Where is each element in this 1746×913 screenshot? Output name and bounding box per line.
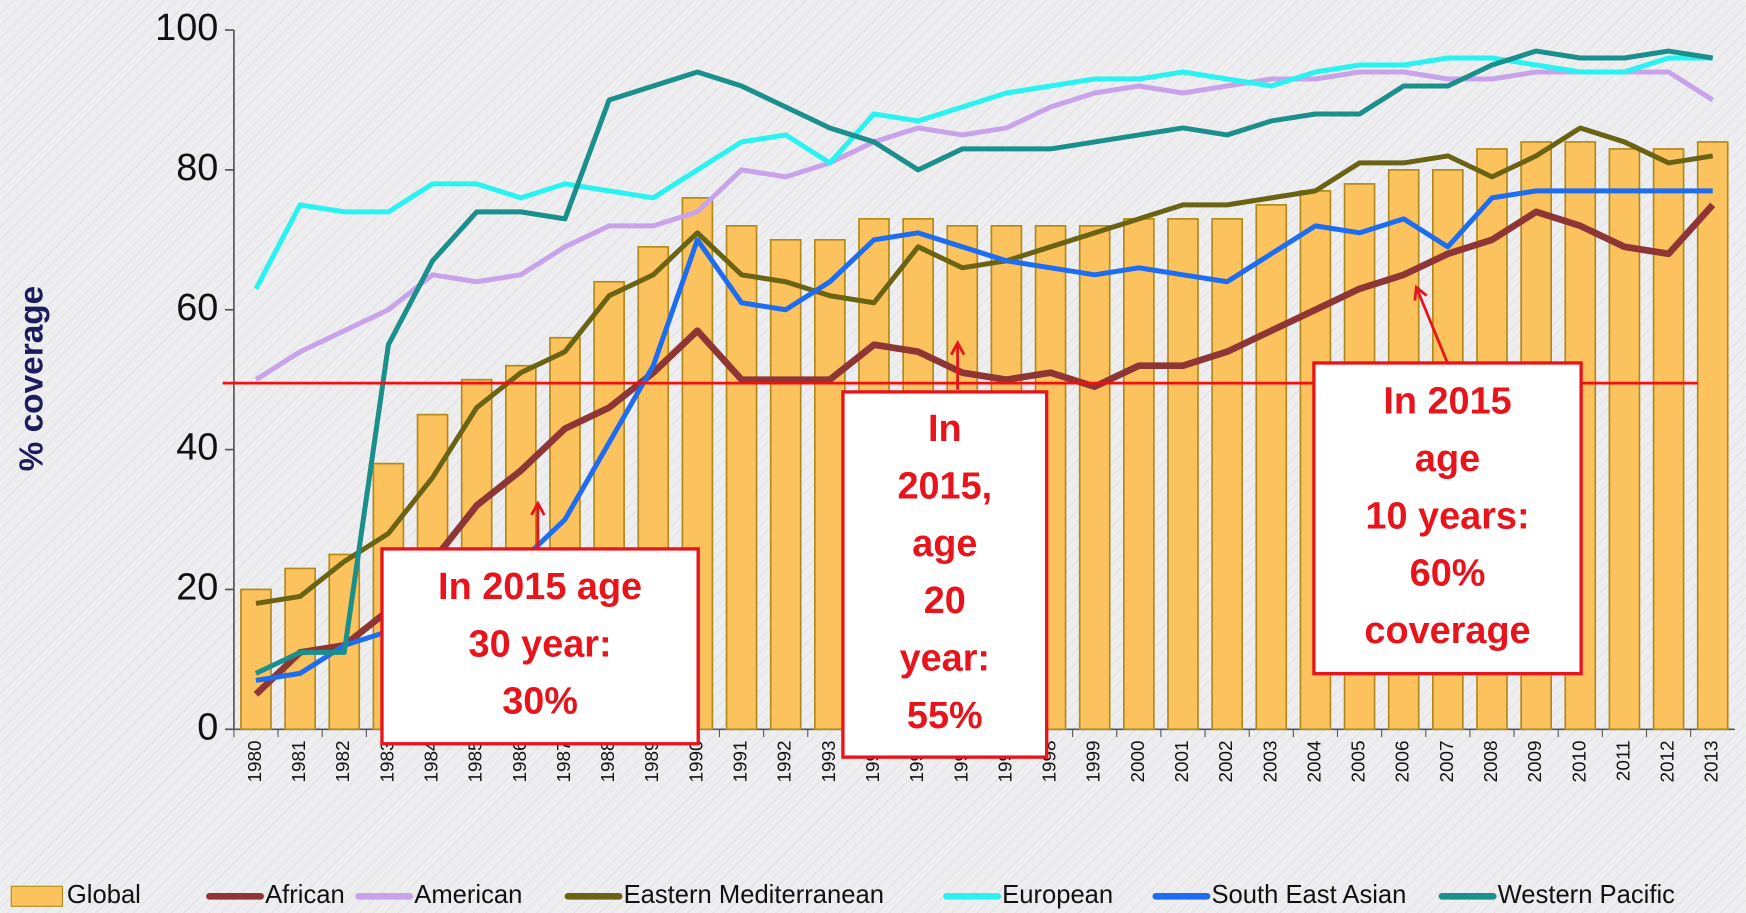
x-tick-label: 2009: [1525, 740, 1546, 782]
bar: [1608, 148, 1641, 731]
y-tick-label: 80: [176, 147, 218, 189]
annotation-text: 60%: [1410, 553, 1486, 595]
y-tick-label: 40: [176, 427, 218, 469]
annotation-text: coverage: [1364, 610, 1530, 652]
legend-label: Global: [67, 881, 141, 909]
x-tick-label: 2000: [1128, 740, 1149, 782]
x-tick-label: 1989: [642, 740, 663, 782]
x-tick-label: 2010: [1569, 740, 1590, 782]
x-tick-label: 1985: [466, 740, 487, 782]
legend-label: Western Pacific: [1498, 881, 1676, 909]
annotation-text: In 2015: [1383, 381, 1511, 423]
legend-swatch: [10, 885, 63, 907]
legend-label: African: [265, 881, 345, 909]
bar: [1255, 204, 1288, 731]
bar: [1167, 218, 1199, 731]
x-tick-label: 2004: [1304, 740, 1325, 782]
x-tick-label: 1983: [377, 740, 398, 782]
x-tick-label: 1984: [422, 740, 443, 782]
x-tick-label: 2003: [1260, 740, 1281, 782]
x-tick-label: 2008: [1481, 740, 1502, 782]
y-tick-label: 100: [155, 7, 218, 49]
y-tick-label: 60: [176, 287, 218, 329]
x-tick-label: 1991: [731, 740, 752, 782]
x-tick-label: 1988: [598, 740, 619, 782]
annotation-text: 10 years:: [1365, 495, 1529, 537]
x-tick-label: 1982: [333, 740, 354, 782]
legend-label: South East Asian: [1211, 881, 1406, 909]
x-tick-label: 2007: [1437, 740, 1458, 782]
annotation-text: In 2015 age: [438, 566, 642, 608]
y-tick-label: 20: [176, 566, 218, 608]
x-tick-label: 2013: [1702, 740, 1723, 782]
legend-label: Eastern Mediterranean: [624, 881, 884, 909]
bar: [813, 238, 846, 731]
x-tick-label: 2005: [1349, 740, 1370, 782]
x-tick-label: 1980: [245, 740, 266, 782]
annotation-text: 30 year:: [469, 623, 612, 665]
x-tick-label: 1987: [554, 740, 575, 782]
annotation-box: [841, 390, 1049, 759]
line-series: [253, 55, 1713, 290]
x-tick-label: 1986: [510, 740, 531, 782]
bar: [240, 588, 272, 731]
bar: [1652, 148, 1685, 731]
x-tick-label: 2011: [1613, 740, 1634, 781]
arrow-head: [1413, 284, 1428, 301]
x-tick-label: 1990: [686, 740, 707, 782]
line-series: [253, 202, 1716, 697]
legend-label: European: [1002, 881, 1113, 909]
bar: [1078, 225, 1111, 731]
line-series: [254, 69, 1715, 382]
annotation-text: 20: [924, 580, 966, 622]
bar: [1696, 141, 1729, 731]
x-tick-label: 1992: [775, 740, 796, 782]
bar: [1123, 218, 1155, 731]
x-tick-label: 2001: [1172, 740, 1193, 782]
annotation-text: year:: [900, 638, 990, 680]
annotation-box: [1312, 361, 1583, 676]
x-tick-label: 2002: [1216, 740, 1237, 782]
x-tick-label: 1999: [1084, 740, 1105, 782]
annotation-box: [380, 547, 700, 746]
x-tick-label: 1993: [819, 740, 840, 782]
annotation-text: 30%: [502, 681, 578, 723]
legend-label: American: [414, 881, 522, 909]
annotation-text: age: [912, 523, 977, 565]
annotation-text: 2015,: [897, 466, 992, 508]
y-tick-label: 0: [197, 706, 218, 748]
x-tick-label: 2012: [1658, 740, 1679, 782]
arrow-head: [949, 340, 966, 356]
annotation-text: In: [928, 408, 962, 450]
line-series: [255, 125, 1714, 606]
annotation-text: 55%: [907, 695, 983, 737]
x-tick-label: 2006: [1393, 740, 1414, 782]
line-series: [254, 48, 1714, 676]
y-axis-label: % coverage: [13, 286, 50, 472]
annotation-text: age: [1415, 438, 1480, 480]
bar: [725, 225, 758, 731]
annotation-arrow: [1415, 286, 1449, 364]
bar: [769, 238, 802, 731]
arrow-head: [530, 500, 546, 516]
x-tick-label: 1981: [289, 740, 310, 782]
bar: [1211, 218, 1243, 731]
